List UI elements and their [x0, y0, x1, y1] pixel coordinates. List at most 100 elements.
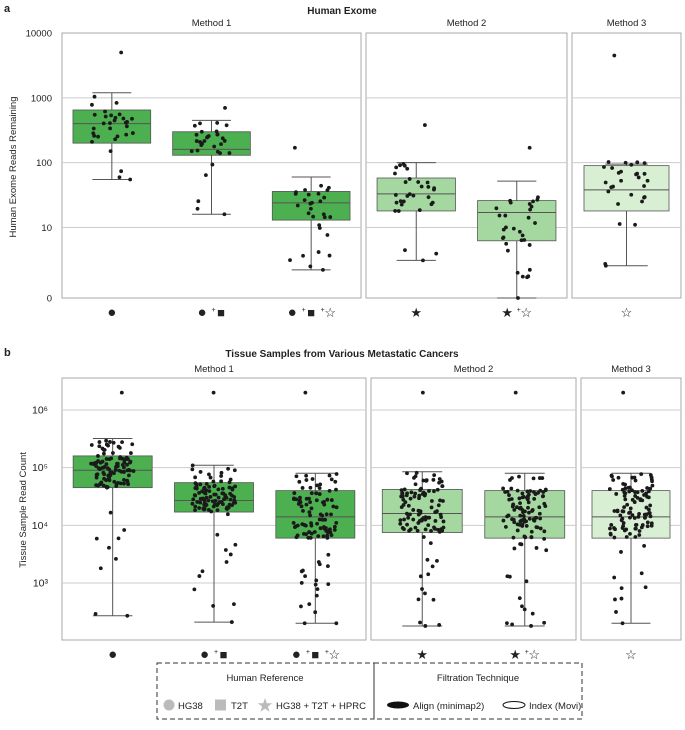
data-point	[638, 497, 643, 502]
data-point	[208, 475, 213, 480]
data-point	[115, 134, 120, 139]
data-point	[417, 208, 422, 213]
data-point	[197, 574, 202, 578]
data-point	[421, 478, 426, 483]
data-point	[204, 495, 209, 500]
data-point	[314, 578, 319, 583]
plus-sign: +	[302, 307, 306, 314]
data-point	[441, 519, 446, 524]
data-point	[215, 532, 220, 537]
data-point	[515, 505, 519, 510]
data-point	[505, 489, 510, 494]
data-point	[524, 579, 529, 584]
data-point	[227, 485, 232, 490]
data-point	[334, 621, 339, 626]
data-point	[300, 486, 305, 490]
data-point	[121, 116, 126, 121]
data-point	[621, 390, 626, 395]
data-point	[432, 187, 436, 192]
data-point	[617, 222, 622, 226]
data-point	[301, 508, 305, 513]
data-point	[314, 498, 319, 503]
data-point	[203, 173, 208, 178]
data-point	[530, 611, 535, 616]
data-point	[228, 491, 233, 496]
star-icon	[257, 698, 273, 712]
data-point	[633, 535, 638, 539]
data-point	[215, 503, 219, 508]
data-point	[607, 487, 612, 491]
data-point	[425, 557, 430, 562]
data-point	[525, 489, 530, 494]
data-point	[324, 512, 329, 517]
facet-label: Method 3	[611, 364, 651, 375]
data-point	[233, 542, 238, 547]
data-point	[230, 486, 235, 491]
data-point	[526, 215, 531, 220]
data-point	[541, 494, 545, 499]
data-point	[527, 267, 532, 272]
data-point	[622, 505, 627, 510]
data-point	[648, 503, 653, 508]
box	[477, 200, 557, 242]
data-point	[309, 491, 314, 496]
data-point	[100, 446, 105, 451]
data-point	[211, 504, 216, 509]
data-point	[209, 509, 214, 514]
data-point	[505, 514, 510, 519]
data-point	[190, 501, 195, 506]
data-point	[504, 241, 509, 246]
data-point	[125, 120, 129, 124]
filled-ellipse-icon	[387, 701, 409, 709]
data-point	[517, 229, 522, 234]
data-point	[232, 602, 236, 607]
data-point	[609, 523, 614, 527]
data-point	[308, 485, 313, 490]
data-point	[206, 134, 211, 138]
data-point	[189, 149, 194, 154]
data-point	[623, 486, 628, 491]
box	[583, 165, 670, 212]
data-point	[93, 612, 98, 616]
data-point	[334, 472, 339, 476]
data-point	[432, 473, 437, 478]
legend-item-t2t: T2T	[231, 701, 248, 712]
facet-frame	[365, 32, 568, 299]
data-point	[518, 505, 523, 510]
data-point	[292, 145, 297, 150]
data-point	[401, 162, 406, 166]
data-point	[308, 201, 313, 206]
y-tick-label: 1000	[31, 93, 52, 104]
data-point	[233, 484, 238, 489]
data-point	[640, 489, 645, 493]
data-point	[102, 451, 106, 456]
data-point	[494, 206, 499, 211]
data-point	[510, 504, 515, 509]
data-point	[107, 545, 111, 550]
data-point	[411, 517, 416, 522]
data-point	[628, 510, 633, 515]
data-point	[423, 591, 427, 596]
data-point	[429, 505, 434, 510]
data-point	[630, 513, 635, 517]
data-point	[125, 479, 130, 484]
data-point	[509, 486, 514, 491]
data-point	[406, 512, 411, 517]
data-point	[291, 520, 296, 525]
hprc-symbol-icon: ☆	[625, 647, 637, 662]
data-point	[122, 528, 127, 532]
data-point	[230, 503, 234, 508]
data-point	[632, 500, 637, 504]
data-point	[200, 569, 205, 574]
hprc-symbol-icon: ☆	[324, 305, 336, 320]
data-point	[527, 510, 531, 515]
data-point	[416, 180, 421, 184]
data-point	[204, 502, 209, 507]
data-point	[213, 498, 218, 503]
data-point	[115, 461, 120, 466]
data-point	[614, 610, 618, 614]
data-point	[528, 207, 533, 212]
data-point	[321, 212, 326, 217]
square-icon	[215, 699, 226, 711]
data-point	[105, 485, 110, 490]
